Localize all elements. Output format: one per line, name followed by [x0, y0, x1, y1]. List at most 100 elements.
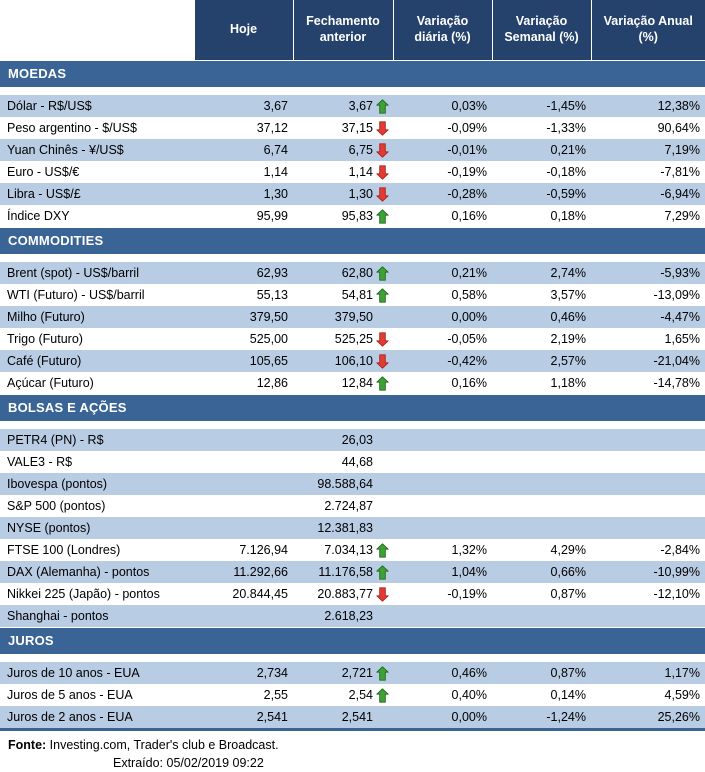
arrow-up-icon [376, 375, 390, 391]
cell-variacao-diaria: 0,16% [393, 205, 492, 228]
table-row: Yuan Chinês - ¥/US$ 6,74 6,75 -0,01% 0,21% 7,… [0, 139, 705, 161]
cell-hoje: 37,12 [194, 117, 293, 139]
table-header: Hoje Fechamento anterior Variação diária… [0, 0, 705, 61]
section-title: BOLSAS E AÇÕES [0, 394, 705, 422]
arrow-up-icon [376, 687, 390, 703]
cell-variacao-semanal: 0,21% [492, 139, 591, 161]
cell-variacao-diaria: 0,46% [393, 662, 492, 684]
cell-fechamento-anterior: 2,721 [293, 662, 393, 684]
section-title: JUROS [0, 627, 705, 655]
cell-fechamento-anterior: 7.034,13 [293, 539, 393, 561]
cell-variacao-anual [591, 495, 705, 517]
arrow-down-icon [376, 331, 390, 347]
section-spacer-row [0, 421, 705, 429]
cell-fechamento-value: 106,10 [334, 354, 373, 368]
row-label: Euro - US$/€ [0, 161, 194, 183]
cell-hoje [194, 517, 293, 539]
cell-fechamento-value: 54,81 [341, 288, 373, 302]
cell-variacao-anual [591, 429, 705, 451]
cell-variacao-semanal: -1,24% [492, 706, 591, 728]
cell-hoje: 55,13 [194, 284, 293, 306]
cell-fechamento-value: 2.724,87 [324, 499, 373, 513]
row-label: Juros de 5 anos - EUA [0, 684, 194, 706]
table-row: FTSE 100 (Londres) 7.126,94 7.034,13 1,32% 4… [0, 539, 705, 561]
cell-hoje [194, 495, 293, 517]
cell-fechamento-anterior: 12,84 [293, 372, 393, 395]
row-label: Peso argentino - $/US$ [0, 117, 194, 139]
cell-hoje: 525,00 [194, 328, 293, 350]
cell-variacao-anual: -12,10% [591, 583, 705, 605]
table-row: S&P 500 (pontos) 2.724,87 [0, 495, 705, 517]
cell-hoje: 95,99 [194, 205, 293, 228]
section-spacer-cell [0, 254, 705, 262]
section-spacer-row [0, 254, 705, 262]
cell-variacao-semanal: 0,66% [492, 561, 591, 583]
cell-fechamento-anterior: 106,10 [293, 350, 393, 372]
cell-hoje: 2,541 [194, 706, 293, 728]
cell-fechamento-anterior: 379,50 [293, 306, 393, 328]
arrow-down-icon [376, 164, 390, 180]
cell-hoje: 3,67 [194, 95, 293, 117]
cell-variacao-anual: -6,94% [591, 183, 705, 205]
row-label: FTSE 100 (Londres) [0, 539, 194, 561]
cell-variacao-diaria: 0,40% [393, 684, 492, 706]
header-cell-variacao-diaria: Variação diária (%) [392, 0, 492, 61]
row-label: Libra - US$/£ [0, 183, 194, 205]
table-row: Ibovespa (pontos) 98.588,64 [0, 473, 705, 495]
table-row: Libra - US$/£ 1,30 1,30 -0,28% -0,59% -6,94% [0, 183, 705, 205]
footer-source-text: Investing.com, Trader's club e Broadcast… [49, 738, 279, 752]
arrow-down-icon [376, 586, 390, 602]
row-label: S&P 500 (pontos) [0, 495, 194, 517]
row-label: Milho (Futuro) [0, 306, 194, 328]
cell-fechamento-value: 2,541 [341, 710, 373, 724]
cell-fechamento-value: 12,84 [341, 376, 373, 390]
section-spacer-cell [0, 87, 705, 95]
cell-hoje [194, 429, 293, 451]
table-row: WTI (Futuro) - US$/barril 55,13 54,81 0,58%… [0, 284, 705, 306]
cell-hoje: 12,86 [194, 372, 293, 395]
cell-variacao-semanal: -0,59% [492, 183, 591, 205]
cell-variacao-semanal: 3,57% [492, 284, 591, 306]
cell-fechamento-value: 1,30 [348, 187, 373, 201]
cell-variacao-diaria: 0,00% [393, 706, 492, 728]
row-label: NYSE (pontos) [0, 517, 194, 539]
cell-fechamento-value: 3,67 [348, 99, 373, 113]
cell-variacao-semanal: 0,14% [492, 684, 591, 706]
cell-fechamento-anterior: 44,68 [293, 451, 393, 473]
cell-variacao-diaria: 0,03% [393, 95, 492, 117]
table-row: Dólar - R$/US$ 3,67 3,67 0,03% -1,45% 12,38% [0, 95, 705, 117]
cell-variacao-semanal [492, 473, 591, 495]
cell-variacao-diaria [393, 429, 492, 451]
cell-variacao-semanal: 0,46% [492, 306, 591, 328]
cell-variacao-semanal [492, 495, 591, 517]
cell-variacao-anual: 25,26% [591, 706, 705, 728]
cell-variacao-semanal: 0,18% [492, 205, 591, 228]
cell-hoje: 2,55 [194, 684, 293, 706]
cell-variacao-semanal [492, 605, 591, 628]
row-label: WTI (Futuro) - US$/barril [0, 284, 194, 306]
cell-fechamento-anterior: 2,541 [293, 706, 393, 728]
cell-variacao-diaria: -0,01% [393, 139, 492, 161]
cell-variacao-diaria [393, 495, 492, 517]
cell-variacao-anual: 90,64% [591, 117, 705, 139]
cell-fechamento-anterior: 2.618,23 [293, 605, 393, 628]
cell-variacao-anual: -5,93% [591, 262, 705, 284]
cell-variacao-semanal: 2,74% [492, 262, 591, 284]
cell-fechamento-value: 95,83 [341, 209, 373, 223]
cell-variacao-diaria: -0,28% [393, 183, 492, 205]
row-label: Juros de 2 anos - EUA [0, 706, 194, 728]
cell-variacao-anual [591, 605, 705, 628]
cell-variacao-semanal [492, 429, 591, 451]
section-header-row: JUROS [0, 627, 705, 655]
section-spacer-row [0, 87, 705, 95]
cell-fechamento-value: 6,75 [348, 143, 373, 157]
row-label: Índice DXY [0, 205, 194, 228]
cell-variacao-anual: 12,38% [591, 95, 705, 117]
section-spacer-cell [0, 654, 705, 662]
cell-variacao-semanal: -0,18% [492, 161, 591, 183]
cell-fechamento-anterior: 26,03 [293, 429, 393, 451]
cell-variacao-semanal [492, 451, 591, 473]
cell-hoje [194, 605, 293, 628]
cell-fechamento-anterior: 12.381,83 [293, 517, 393, 539]
cell-fechamento-anterior: 525,25 [293, 328, 393, 350]
